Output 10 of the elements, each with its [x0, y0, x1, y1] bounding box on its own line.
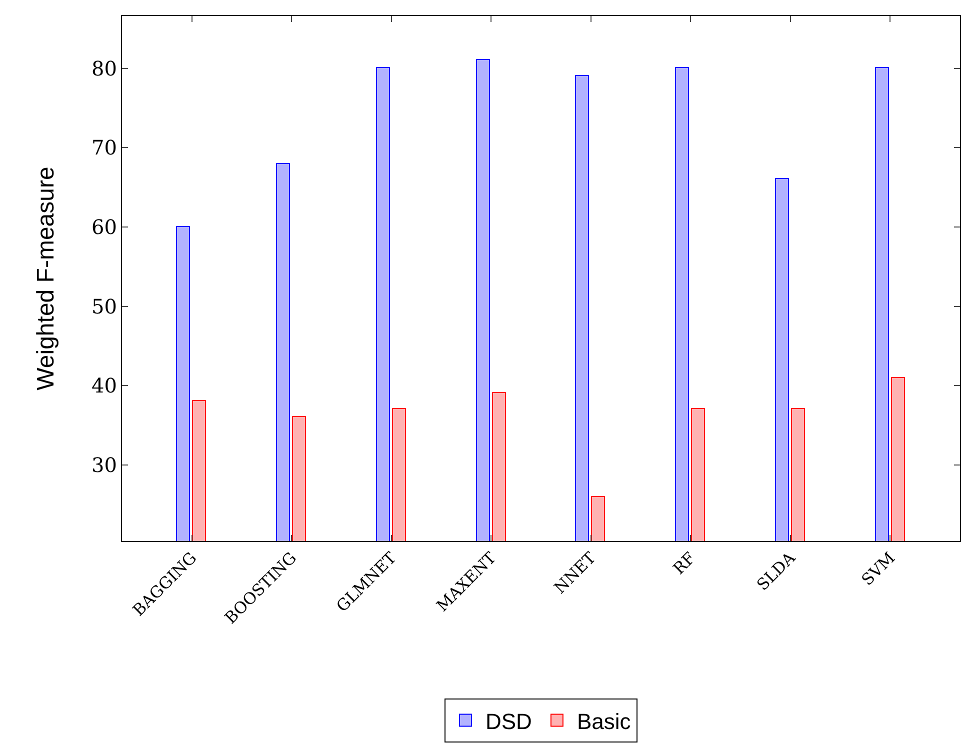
legend-label: Basic: [576, 708, 631, 734]
legend-label: DSD: [486, 708, 532, 734]
y-tick-label: 60: [92, 214, 117, 239]
y-tick-label: 40: [92, 374, 117, 398]
y-tick-label: 70: [92, 136, 117, 160]
y-tick-label: 50: [92, 294, 117, 318]
x-tick-label: RF: [669, 548, 700, 578]
y-axis-title: Weighted F-measure: [32, 166, 60, 390]
y-tick-label: 30: [92, 452, 117, 477]
y-tick-label: 80: [92, 56, 117, 80]
